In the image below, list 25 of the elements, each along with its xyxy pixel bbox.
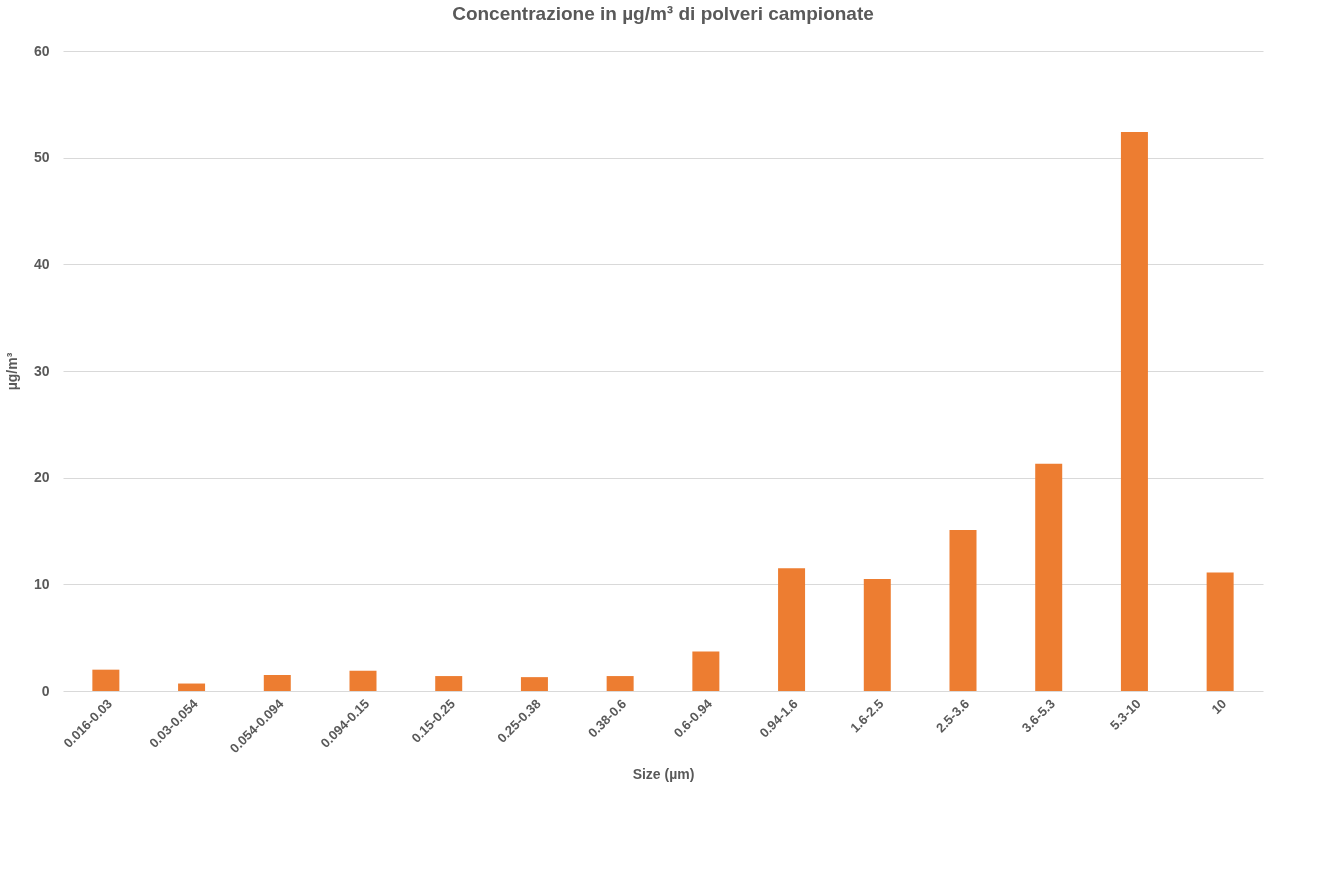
bar: [692, 651, 720, 691]
y-tick-label: 50: [33, 149, 50, 166]
y-tick-label: 60: [33, 42, 50, 59]
chart-title: Concentrazione in µg/m³ di polveri campionate: [452, 3, 874, 24]
bar: [949, 529, 977, 691]
y-tick-label: 30: [33, 362, 50, 379]
y-tick-label: 0: [41, 682, 50, 699]
x-tick-label: 10: [1208, 696, 1230, 717]
bar: [1120, 132, 1148, 691]
bar: [778, 568, 806, 691]
y-tick-label: 10: [33, 575, 50, 592]
bar: [92, 669, 120, 691]
bar: [178, 683, 206, 691]
bar: [435, 676, 463, 691]
y-axis-title: µg/m³: [3, 352, 20, 391]
bar: [1206, 572, 1234, 691]
y-tick-label: 20: [33, 469, 50, 486]
bar: [606, 676, 634, 691]
bar: [520, 677, 548, 691]
bar: [863, 579, 891, 691]
bar: [349, 670, 377, 691]
bar: [1035, 463, 1063, 691]
y-tick-label: 40: [33, 255, 50, 272]
bar: [263, 675, 291, 691]
x-axis-title: Size (µm): [632, 765, 695, 782]
